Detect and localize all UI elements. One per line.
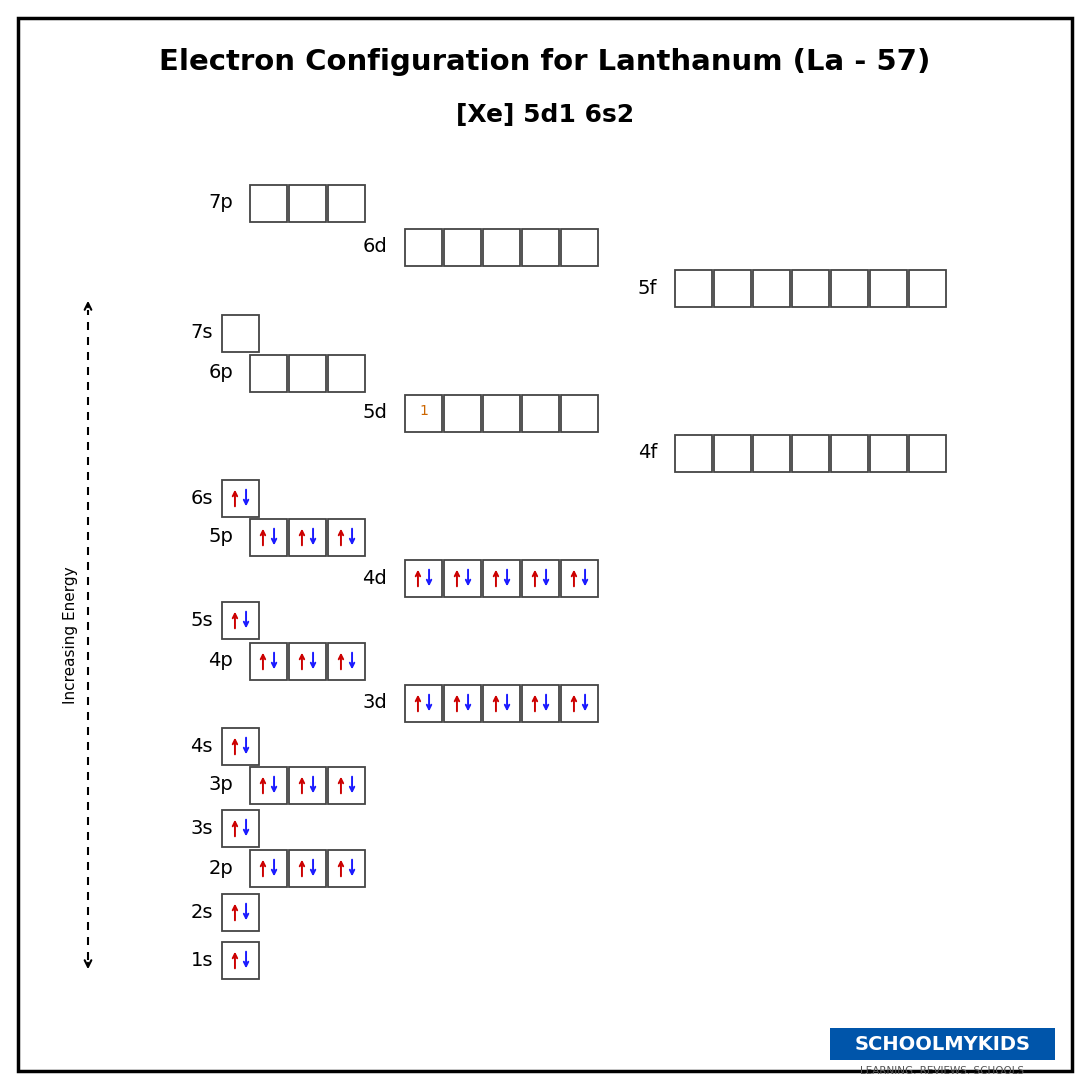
Bar	[522, 560, 559, 597]
Bar	[328, 184, 365, 221]
Bar	[714, 435, 751, 472]
Text: 5p: 5p	[208, 527, 233, 547]
Bar	[289, 767, 326, 804]
Bar	[483, 229, 520, 266]
Bar	[444, 685, 481, 722]
Text: 5f: 5f	[638, 279, 657, 297]
Text: LEARNING. REVIEWS. SCHOOLS: LEARNING. REVIEWS. SCHOOLS	[860, 1066, 1025, 1076]
Text: 3d: 3d	[362, 694, 387, 712]
Bar	[792, 435, 829, 472]
Text: 1: 1	[419, 404, 428, 418]
Bar	[444, 394, 481, 431]
Bar	[444, 229, 481, 266]
Text: 1s: 1s	[191, 951, 213, 969]
Bar	[831, 435, 868, 472]
Text: 6d: 6d	[362, 237, 387, 257]
Bar	[289, 849, 326, 886]
Bar	[675, 435, 712, 472]
Bar	[483, 560, 520, 597]
Bar	[444, 560, 481, 597]
Bar	[222, 942, 259, 979]
Bar	[561, 560, 598, 597]
Text: 4f: 4f	[638, 443, 657, 463]
Text: Electron Configuration for Lanthanum (La - 57): Electron Configuration for Lanthanum (La…	[159, 48, 931, 76]
Bar	[483, 685, 520, 722]
Bar	[328, 849, 365, 886]
Bar	[522, 394, 559, 431]
Bar	[250, 767, 287, 804]
Text: 2p: 2p	[208, 858, 233, 878]
Bar	[405, 685, 443, 722]
Bar	[561, 685, 598, 722]
Text: 5s: 5s	[191, 611, 213, 629]
Text: 4d: 4d	[362, 568, 387, 587]
Bar	[522, 229, 559, 266]
Text: SCHOOLMYKIDS: SCHOOLMYKIDS	[855, 1035, 1030, 1053]
Text: 4p: 4p	[208, 651, 233, 671]
Bar	[289, 355, 326, 392]
Text: 2s: 2s	[191, 903, 213, 921]
Text: 3s: 3s	[191, 819, 213, 837]
Bar	[250, 518, 287, 555]
Bar	[909, 269, 946, 306]
Text: 4s: 4s	[191, 736, 213, 756]
Bar	[831, 269, 868, 306]
Text: [Xe] 5d1 6s2: [Xe] 5d1 6s2	[456, 103, 634, 127]
Bar	[522, 685, 559, 722]
Text: 6s: 6s	[191, 489, 213, 507]
Text: 7p: 7p	[208, 194, 233, 212]
Bar	[753, 435, 790, 472]
Bar	[222, 601, 259, 638]
Bar	[829, 1028, 1055, 1060]
Bar	[405, 394, 443, 431]
Bar	[328, 767, 365, 804]
Bar	[222, 479, 259, 516]
Bar	[289, 643, 326, 680]
Bar	[405, 229, 443, 266]
Bar	[483, 394, 520, 431]
Text: 5d: 5d	[362, 404, 387, 423]
Bar	[328, 518, 365, 555]
Bar	[222, 809, 259, 846]
Bar	[561, 229, 598, 266]
Bar	[909, 435, 946, 472]
Text: Increasing Energy: Increasing Energy	[62, 566, 77, 703]
Bar	[328, 643, 365, 680]
Bar	[250, 849, 287, 886]
Bar	[222, 315, 259, 352]
Text: 7s: 7s	[191, 323, 213, 343]
Bar	[561, 394, 598, 431]
Text: 6p: 6p	[208, 364, 233, 382]
Bar	[753, 269, 790, 306]
Bar	[714, 269, 751, 306]
Bar	[250, 184, 287, 221]
Bar	[675, 269, 712, 306]
Bar	[222, 893, 259, 930]
Bar	[405, 560, 443, 597]
Bar	[870, 269, 907, 306]
Bar	[250, 355, 287, 392]
Bar	[250, 643, 287, 680]
Bar	[289, 184, 326, 221]
Bar	[328, 355, 365, 392]
Bar	[870, 435, 907, 472]
Bar	[289, 518, 326, 555]
Bar	[222, 727, 259, 764]
Text: 3p: 3p	[208, 775, 233, 795]
Bar	[792, 269, 829, 306]
